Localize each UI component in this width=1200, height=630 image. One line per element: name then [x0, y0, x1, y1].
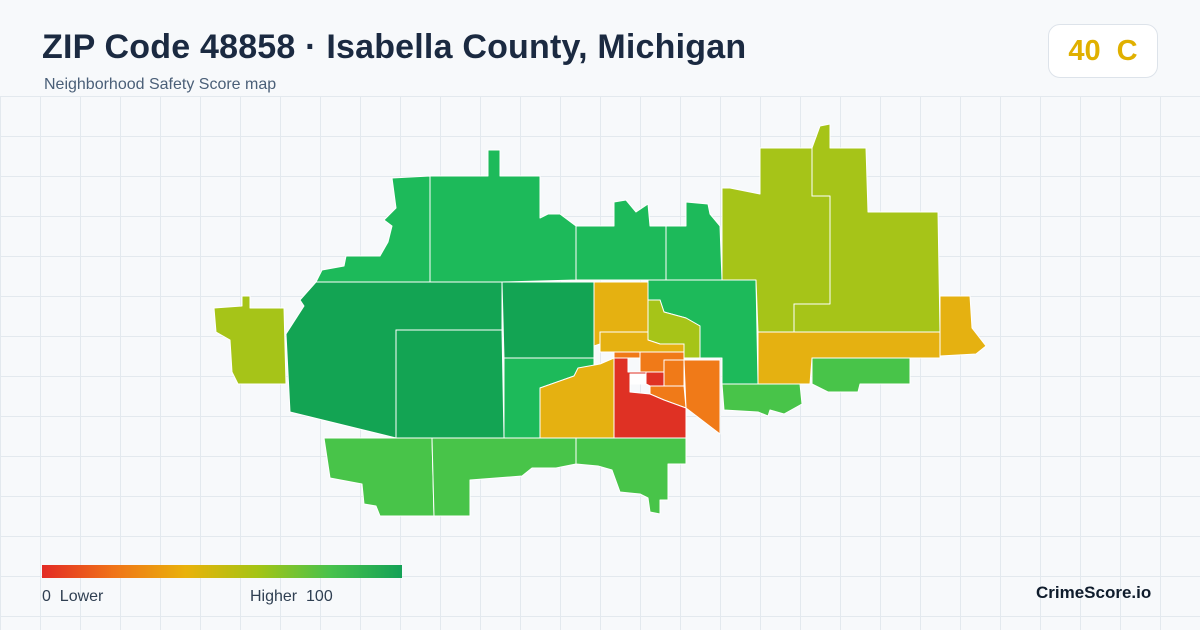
safety-score-grade: C — [1116, 34, 1138, 67]
legend-high-text: Higher — [250, 588, 298, 605]
map-tract[interactable] — [613, 351, 641, 359]
map-tract-campus[interactable] — [629, 373, 647, 385]
map-tract[interactable] — [429, 149, 577, 283]
map-tract[interactable] — [575, 437, 687, 515]
map-grid-background — [0, 96, 1200, 630]
legend-high-label: Higher 100 — [250, 588, 333, 606]
brand-logo-text[interactable]: CrimeScore.io — [1036, 583, 1152, 602]
legend-low-label: 0 Lower — [42, 588, 103, 606]
page-subtitle: Neighborhood Safety Score map — [44, 76, 277, 93]
page-title: ZIP Code 48858 · Isabella County, Michig… — [42, 28, 747, 66]
map-tract[interactable] — [645, 371, 665, 387]
legend-high-value: 100 — [306, 588, 333, 605]
map-tract[interactable] — [213, 295, 287, 385]
map-tract[interactable] — [665, 201, 723, 281]
map-tract[interactable] — [793, 123, 941, 333]
map-tract[interactable] — [811, 357, 911, 393]
map-tract[interactable] — [663, 359, 685, 387]
map-tract[interactable] — [501, 281, 595, 359]
map-tract[interactable] — [575, 199, 667, 281]
map-tract[interactable] — [431, 437, 577, 517]
legend-gradient-bar — [42, 565, 402, 578]
map-tract[interactable] — [939, 295, 987, 357]
legend-color-scale — [42, 565, 402, 578]
map-tract[interactable] — [323, 437, 435, 517]
map-tract[interactable] — [395, 329, 505, 439]
map-tract[interactable] — [721, 383, 803, 417]
map-tract[interactable] — [683, 359, 721, 435]
legend-low-text: Lower — [59, 588, 104, 605]
map-tract[interactable] — [285, 281, 503, 439]
safety-score-value: 40 — [1068, 34, 1101, 67]
safety-score-badge: 40 C — [1048, 24, 1158, 78]
legend-low-value: 0 — [42, 588, 51, 605]
map-tract[interactable] — [315, 175, 431, 283]
